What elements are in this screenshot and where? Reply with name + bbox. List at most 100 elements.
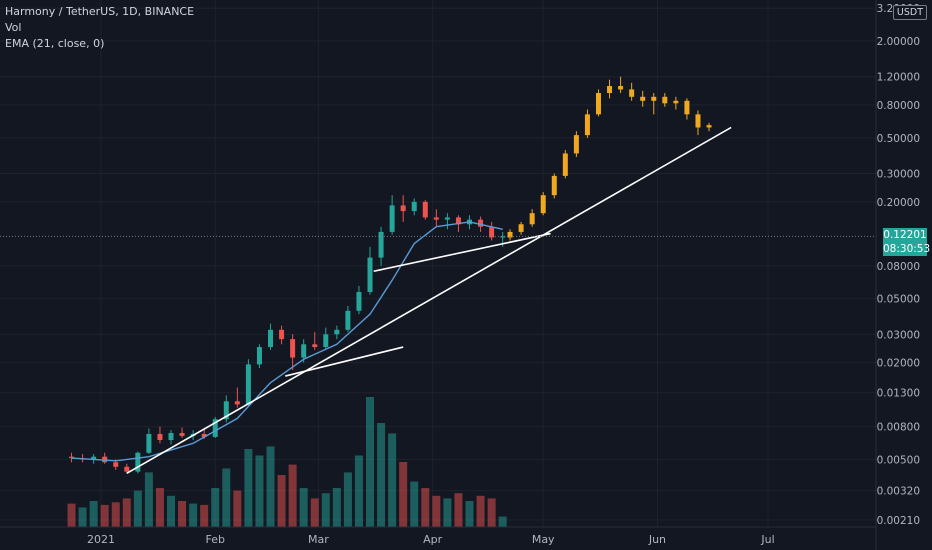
candle <box>301 344 307 358</box>
candle <box>135 452 141 472</box>
volume-bar <box>222 468 231 527</box>
volume-bar <box>454 493 463 527</box>
candle <box>345 310 351 330</box>
volume-bar <box>310 498 319 527</box>
volume-bar <box>211 488 220 527</box>
projected-candle <box>706 125 712 128</box>
price-tick-label: 0.00800 <box>877 422 920 434</box>
volume-bar <box>266 446 275 527</box>
volume-bar <box>366 397 375 527</box>
volume-bar <box>354 455 363 527</box>
projected-candle <box>562 153 568 176</box>
price-tick-label: 0.02000 <box>877 358 920 370</box>
time-tick-label: May <box>532 533 555 546</box>
candle <box>444 217 450 220</box>
ema-indicator-label[interactable]: EMA (21, close, 0) <box>5 37 105 50</box>
projected-candle <box>595 93 601 115</box>
candle <box>378 231 384 258</box>
volume-bar <box>432 495 441 527</box>
price-tick-label: 0.08000 <box>877 261 920 273</box>
volume-bar <box>67 503 76 527</box>
candle <box>223 401 229 420</box>
volume-bar <box>89 501 98 527</box>
candle <box>389 205 395 232</box>
currency-label[interactable]: USDT <box>892 5 927 20</box>
projected-candle <box>529 213 535 225</box>
candle <box>422 201 428 218</box>
last-price-value: 0.12201 <box>883 229 927 242</box>
projected-candle <box>662 96 668 104</box>
candle <box>400 205 406 212</box>
price-tick-label: 0.80000 <box>877 100 920 112</box>
price-tick-label: 1.20000 <box>877 72 920 84</box>
price-tick-label: 0.30000 <box>877 169 920 181</box>
volume-bar <box>443 498 452 527</box>
time-axis[interactable]: 2021 Feb Mar Apr May Jun Jul <box>0 526 876 546</box>
volume-bar <box>377 423 386 527</box>
time-tick-label: Jun <box>648 533 666 546</box>
volume-bar <box>78 507 87 527</box>
volume-bars <box>67 397 507 527</box>
volume-bar <box>100 504 109 527</box>
volume-bar <box>144 472 153 527</box>
candle <box>69 456 75 459</box>
candle <box>334 329 340 335</box>
projected-candle <box>684 100 690 115</box>
volume-bar <box>421 488 430 527</box>
volume-bar <box>476 495 485 527</box>
symbol-title[interactable]: Harmony / TetherUS, 1D, BINANCE <box>5 5 195 18</box>
countdown-timer: 08:30:53 <box>883 243 931 256</box>
volume-bar <box>122 498 131 527</box>
volume-bar <box>388 433 397 527</box>
candle <box>455 217 461 225</box>
volume-bar <box>255 455 264 527</box>
volume-bar <box>133 490 142 527</box>
candle <box>113 462 119 467</box>
candle <box>168 433 174 441</box>
volume-bar <box>167 495 176 527</box>
projected-candle <box>629 89 635 97</box>
candle <box>201 433 207 437</box>
price-tick-label: 0.05000 <box>877 294 920 306</box>
candle <box>124 466 130 472</box>
projected-candle <box>640 96 646 101</box>
volume-bar <box>410 481 419 527</box>
volume-indicator-label[interactable]: Vol <box>5 21 22 34</box>
price-tick-label: 0.00210 <box>877 515 920 527</box>
volume-bar <box>332 488 341 527</box>
projected-candle <box>540 195 546 214</box>
trendlines[interactable] <box>126 126 732 474</box>
volume-bar <box>277 475 286 527</box>
time-tick-label: 2021 <box>87 533 115 546</box>
candle <box>323 334 329 348</box>
volume-bar <box>155 488 164 527</box>
time-tick-label: Apr <box>423 533 443 546</box>
volume-bar <box>244 449 253 527</box>
volume-bar <box>321 493 330 527</box>
candle <box>489 226 495 238</box>
price-tick-label: 0.20000 <box>877 197 920 209</box>
candle <box>411 201 417 212</box>
price-tick-label: 0.00500 <box>877 454 920 466</box>
volume-bar <box>189 503 198 527</box>
time-tick-label: Mar <box>308 533 329 546</box>
projected-candle <box>651 96 657 101</box>
projected-candles <box>507 76 712 241</box>
candle <box>478 219 484 227</box>
candle <box>433 217 439 220</box>
candle <box>212 419 218 437</box>
candle <box>268 329 274 348</box>
projected-candle <box>618 86 624 90</box>
chart-grid <box>0 0 876 527</box>
chart-legend: Harmony / TetherUS, 1D, BINANCE Vol EMA … <box>5 4 194 52</box>
volume-bar <box>343 472 352 527</box>
price-tick-label: 0.50000 <box>877 133 920 145</box>
candle <box>356 291 362 311</box>
candle <box>91 456 97 460</box>
candle <box>500 236 506 238</box>
trendline-long <box>126 126 732 474</box>
projected-candle <box>695 114 701 128</box>
time-tick-label: Feb <box>205 533 224 546</box>
